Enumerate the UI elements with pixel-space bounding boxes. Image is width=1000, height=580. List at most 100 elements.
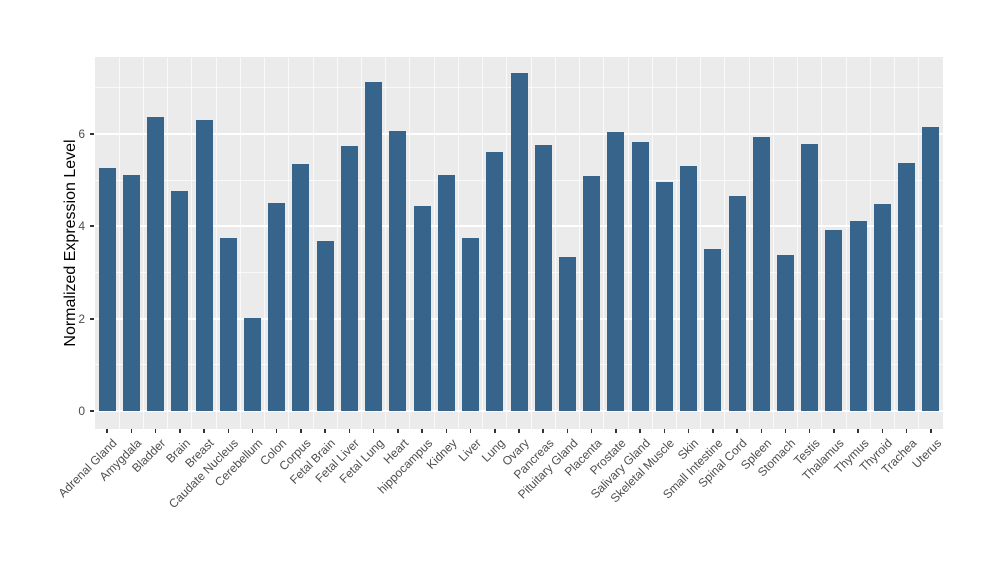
x-tick-mark: [494, 429, 496, 433]
bar: [122, 175, 140, 411]
bar: [389, 131, 407, 411]
x-tick-mark: [227, 429, 229, 433]
vertical-gridline: [312, 57, 314, 429]
plot-panel: [95, 57, 943, 429]
y-tick-mark: [90, 410, 94, 412]
bar: [607, 131, 625, 411]
vertical-gridline: [336, 57, 338, 429]
x-tick-mark: [808, 429, 811, 433]
bar: [728, 195, 746, 411]
vertical-gridline: [191, 57, 193, 429]
bar: [437, 175, 455, 411]
vertical-gridline: [118, 57, 120, 429]
bar: [340, 145, 358, 411]
vertical-gridline: [675, 57, 677, 429]
vertical-gridline: [361, 57, 362, 429]
bar: [583, 175, 601, 411]
bar: [243, 318, 261, 411]
vertical-gridline: [409, 57, 411, 429]
x-tick-mark: [179, 429, 181, 433]
vertical-gridline: [167, 57, 169, 429]
bar: [316, 241, 334, 411]
bar: [922, 127, 940, 411]
vertical-gridline: [869, 57, 871, 429]
bar: [98, 167, 116, 411]
y-tick-label: 4: [78, 219, 85, 234]
bar: [704, 248, 722, 411]
vertical-gridline: [264, 57, 266, 429]
bar: [898, 163, 916, 411]
x-tick-mark: [445, 429, 448, 433]
bar: [801, 144, 819, 411]
bar: [195, 119, 213, 411]
bar: [219, 237, 237, 411]
x-tick-mark: [348, 429, 351, 433]
x-tick-mark: [930, 429, 932, 433]
vertical-gridline: [482, 57, 484, 429]
vertical-gridline: [530, 57, 532, 429]
vertical-gridline: [772, 57, 774, 429]
bar: [752, 137, 770, 411]
y-tick-mark: [90, 132, 94, 135]
y-tick-label: 6: [78, 126, 85, 141]
bar: [462, 238, 480, 411]
x-tick-mark: [275, 429, 278, 433]
vertical-gridline: [385, 57, 387, 429]
vertical-gridline: [651, 57, 653, 429]
bar: [680, 165, 698, 411]
vertical-gridline: [918, 57, 920, 429]
x-tick-mark: [905, 429, 908, 433]
vertical-gridline: [288, 57, 290, 429]
bar: [486, 152, 504, 411]
x-tick-mark: [687, 429, 690, 433]
bar: [631, 141, 649, 411]
x-tick-mark: [106, 429, 108, 433]
x-tick-mark: [615, 429, 617, 433]
vertical-gridline: [894, 57, 896, 429]
bar: [292, 163, 310, 411]
vertical-gridline: [603, 57, 605, 429]
bar: [777, 254, 794, 411]
vertical-gridline: [627, 57, 629, 429]
major-gridline: [95, 410, 943, 412]
vertical-gridline: [821, 57, 823, 429]
bar: [510, 73, 528, 411]
bar: [655, 182, 673, 411]
x-tick-mark: [542, 429, 544, 433]
x-tick-mark: [421, 429, 423, 433]
x-tick-label: Liver: [455, 436, 484, 465]
x-tick-mark: [639, 429, 641, 433]
vertical-gridline: [433, 57, 435, 429]
vertical-gridline: [845, 57, 847, 429]
x-tick-mark: [397, 429, 399, 433]
y-tick-mark: [90, 317, 94, 320]
bar: [825, 229, 843, 411]
x-tick-mark: [760, 429, 763, 433]
vertical-gridline: [579, 57, 581, 429]
bar: [365, 82, 383, 411]
bar: [413, 206, 431, 411]
x-tick-mark: [469, 429, 472, 433]
x-tick-mark: [251, 429, 254, 433]
bar: [873, 204, 891, 411]
vertical-gridline: [457, 57, 459, 429]
x-tick-mark: [300, 429, 302, 433]
vertical-gridline: [748, 57, 750, 429]
x-tick-mark: [130, 429, 133, 433]
x-tick-mark: [833, 429, 835, 433]
x-tick-mark: [736, 429, 738, 433]
vertical-gridline: [724, 57, 726, 429]
y-tick-mark: [90, 225, 94, 228]
x-tick-mark: [590, 429, 593, 433]
bar: [268, 203, 286, 411]
vertical-gridline: [554, 57, 556, 429]
vertical-gridline: [239, 57, 241, 429]
y-tick-label: 0: [78, 404, 85, 418]
x-tick-mark: [203, 429, 205, 433]
x-tick-mark: [372, 429, 375, 433]
bar: [147, 117, 165, 411]
vertical-gridline: [506, 57, 508, 429]
x-tick-mark: [566, 429, 569, 433]
x-tick-mark: [154, 429, 157, 433]
